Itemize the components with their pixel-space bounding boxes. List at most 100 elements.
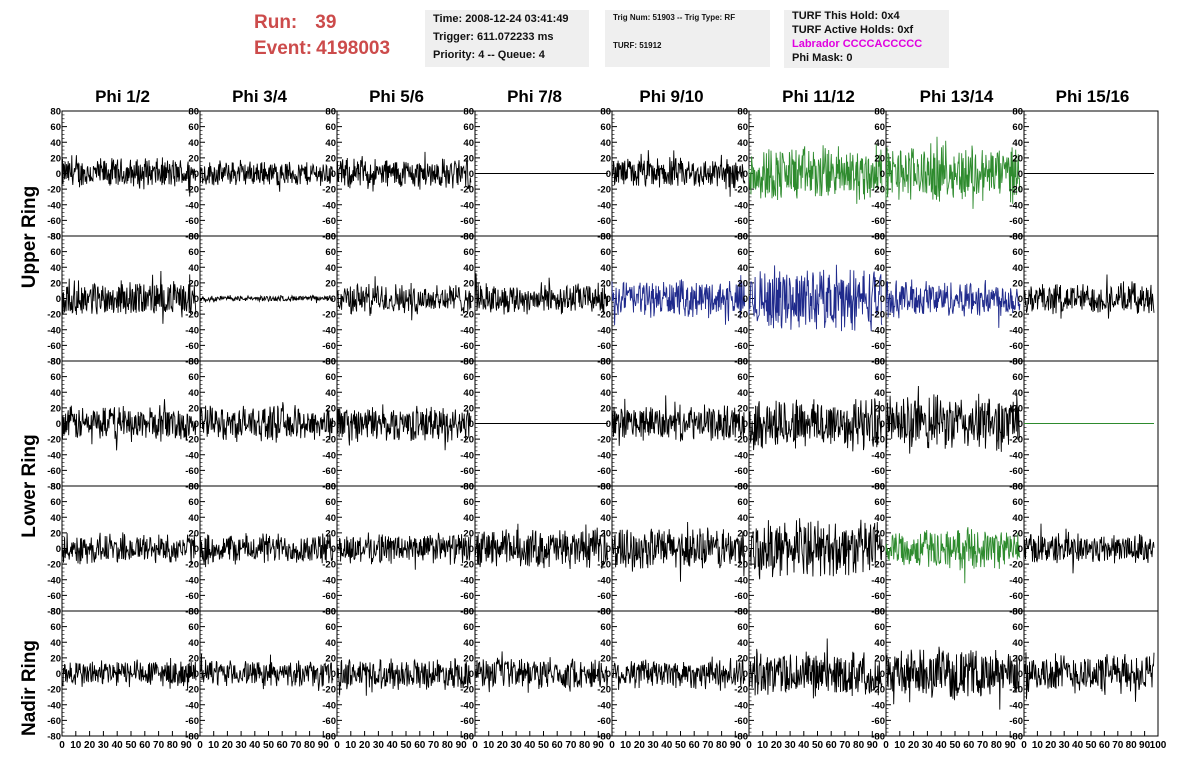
y-tick-label: 40 <box>737 638 748 649</box>
x-tick-label: 20 <box>771 740 783 751</box>
waveform-panel: 80 60 40 20 0 -20 -40 -60 -80 <box>322 232 476 368</box>
x-tick-label: 90 <box>593 740 605 751</box>
x-tick-label: 70 <box>565 740 577 751</box>
waveform-trace <box>885 279 1021 328</box>
y-tick-label: 60 <box>188 122 199 133</box>
y-tick-label: 80 <box>50 357 61 368</box>
y-tick-label: 40 <box>325 388 336 399</box>
waveform-panel: 80 60 40 20 0 -20 -40 -60 -80 <box>460 482 613 618</box>
y-tick-label: -20 <box>597 310 611 321</box>
trigger-text: Trigger: 611.072233 ms <box>433 31 554 43</box>
y-tick-label: -60 <box>185 341 199 352</box>
x-tick-label: 70 <box>428 740 440 751</box>
phi-mask-text: Phi Mask: 0 <box>792 52 853 64</box>
y-tick-label: -20 <box>460 560 474 571</box>
waveform-panel: 80 60 40 20 0 -20 -40 -60 -80 <box>460 607 613 743</box>
y-tick-label: -80 <box>871 607 885 618</box>
y-tick-label: -80 <box>1009 357 1023 368</box>
y-tick-label: -40 <box>734 575 748 586</box>
y-tick-label: 80 <box>50 107 61 118</box>
x-tick-label: 0 <box>197 740 203 751</box>
y-tick-label: -60 <box>1009 466 1023 477</box>
x-tick-label: 0 <box>746 740 752 751</box>
x-tick-label: 40 <box>1072 740 1084 751</box>
x-tick-label: 20 <box>497 740 509 751</box>
y-tick-label: 60 <box>874 122 885 133</box>
x-tick-label: 10 <box>70 740 82 751</box>
y-tick-label: 60 <box>325 497 336 508</box>
waveform-panel: 80 60 40 20 0 -20 -40 -60 -80 <box>322 107 476 243</box>
x-tick-label: 90 <box>1139 740 1151 751</box>
y-tick-label: 60 <box>600 372 611 383</box>
y-tick-label: -60 <box>597 591 611 602</box>
y-tick-label: 80 <box>325 107 336 118</box>
waveform-panel: 80 60 40 20 0 -20 -40 -60 -80 <box>871 107 1025 243</box>
y-tick-label: -20 <box>734 560 748 571</box>
y-tick-label: -20 <box>460 685 474 696</box>
waveform-trace <box>199 533 334 568</box>
y-tick-label: -40 <box>47 450 61 461</box>
y-tick-label: -20 <box>597 185 611 196</box>
y-tick-label: 80 <box>874 357 885 368</box>
waveform-trace <box>336 658 472 696</box>
y-tick-label: -40 <box>322 325 336 336</box>
y-tick-label: 20 <box>737 278 748 289</box>
y-tick-label: -40 <box>47 200 61 211</box>
y-tick-label: 80 <box>325 607 336 618</box>
y-tick-label: 0 <box>194 294 199 305</box>
y-tick-label: -40 <box>1009 575 1023 586</box>
y-tick-label: -40 <box>47 700 61 711</box>
y-tick-label: -80 <box>871 732 885 743</box>
y-tick-label: 20 <box>50 278 61 289</box>
y-tick-label: 80 <box>600 357 611 368</box>
waveform-panel: 80 60 40 20 0 -20 -40 -60 -80 <box>597 607 750 743</box>
y-tick-label: 0 <box>469 669 474 680</box>
y-tick-label: 60 <box>1012 372 1023 383</box>
y-tick-label: -60 <box>1009 216 1023 227</box>
y-tick-label: 80 <box>600 607 611 618</box>
x-tick-label: 80 <box>1126 740 1138 751</box>
x-tick-label: 10 <box>757 740 769 751</box>
y-tick-label: 0 <box>1018 169 1023 180</box>
x-tick-label: 0 <box>334 740 340 751</box>
y-tick-label: -60 <box>322 341 336 352</box>
y-tick-label: -60 <box>1009 341 1023 352</box>
waveform-panel: 80 60 40 20 0 -20 -40 -60 -80 <box>734 357 887 493</box>
x-tick-label: 20 <box>222 740 234 751</box>
y-tick-label: -80 <box>1009 732 1023 743</box>
y-tick-label: 60 <box>50 372 61 383</box>
waveform-panel: 80 60 40 20 0 -20 -40 -60 -80 <box>871 482 1025 618</box>
waveform-panel: 80 60 40 20 0 -20 -40 -60 -80 <box>734 482 887 618</box>
y-tick-label: 80 <box>1012 357 1023 368</box>
y-tick-label: -40 <box>322 450 336 461</box>
y-tick-label: 0 <box>469 294 474 305</box>
y-tick-label: 0 <box>743 419 748 430</box>
y-tick-label: -20 <box>460 435 474 446</box>
y-tick-label: 80 <box>325 357 336 368</box>
y-tick-label: -80 <box>322 482 336 493</box>
x-tick-label: 0 <box>59 740 65 751</box>
y-tick-label: 0 <box>56 169 61 180</box>
y-tick-label: -60 <box>460 716 474 727</box>
y-tick-label: 60 <box>188 497 199 508</box>
y-tick-label: -80 <box>597 357 611 368</box>
x-tick-label: 60 <box>1099 740 1111 751</box>
y-tick-label: 20 <box>463 403 474 414</box>
y-tick-label: 60 <box>600 122 611 133</box>
y-tick-label: -80 <box>185 607 199 618</box>
y-tick-label: -20 <box>460 185 474 196</box>
y-tick-label: 20 <box>188 403 199 414</box>
turf-active-text: TURF Active Holds: 0xf <box>792 24 914 36</box>
y-tick-label: 60 <box>50 497 61 508</box>
run-value: 39 <box>315 12 337 33</box>
y-tick-label: -40 <box>734 325 748 336</box>
y-tick-label: 60 <box>600 497 611 508</box>
x-tick-label: 10 <box>345 740 357 751</box>
column-header-phi-13-14: Phi 13/14 <box>919 87 994 106</box>
x-tick-label: 40 <box>798 740 810 751</box>
waveform-trace <box>474 273 609 315</box>
y-tick-label: 40 <box>463 388 474 399</box>
y-tick-label: 40 <box>737 388 748 399</box>
y-tick-label: 80 <box>188 357 199 368</box>
